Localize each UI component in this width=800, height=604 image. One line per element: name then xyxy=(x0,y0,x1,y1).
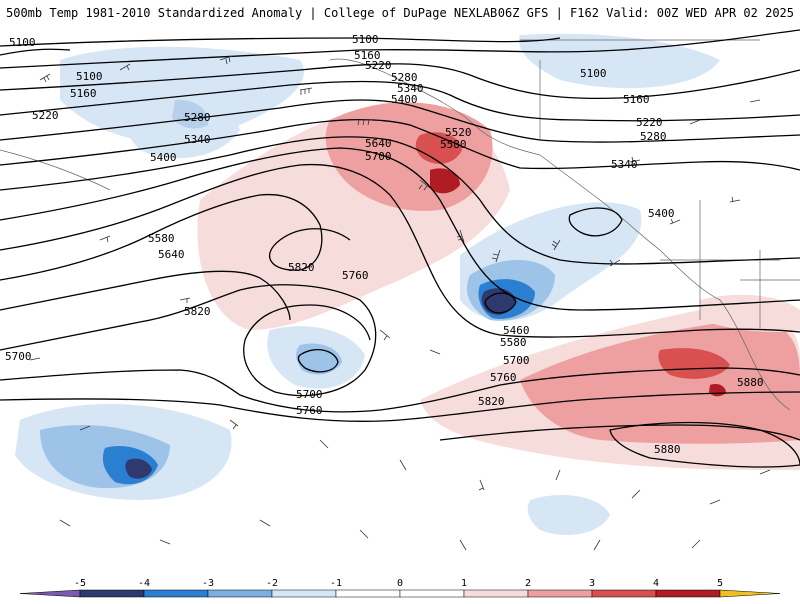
contour-label: 5760 xyxy=(342,269,369,282)
legend-tick-label: 5 xyxy=(717,578,723,589)
legend-tick-label: 3 xyxy=(589,578,595,589)
contour-label: 5640 xyxy=(158,248,185,261)
contour-label: 5400 xyxy=(391,93,418,106)
neg-anomaly-sw-pacific-core xyxy=(125,458,152,479)
map-title: 500mb Temp 1981-2010 Standardized Anomal… xyxy=(6,6,498,20)
legend-max-arrow xyxy=(719,589,781,598)
header: 500mb Temp 1981-2010 Standardized Anomal… xyxy=(0,0,800,26)
contour-label: 5820 xyxy=(288,261,315,274)
contour-label: 5160 xyxy=(623,93,650,106)
legend-tick-label: 0 xyxy=(397,578,403,589)
anomaly-legend: -5 -4 -3 -2 -1 0 1 2 3 4 5 xyxy=(0,575,800,600)
legend-color-segment xyxy=(527,589,593,598)
wind-barbs xyxy=(29,55,771,551)
contour-label: 5580 xyxy=(148,232,175,245)
contour-label: 5160 xyxy=(70,87,97,100)
contour-label: 5100 xyxy=(580,67,607,80)
legend-tick-label: -5 xyxy=(74,578,86,589)
pos-anomaly-southwest-us-high xyxy=(658,348,730,379)
contour-label: 5700 xyxy=(365,150,392,163)
weather-map: 5100 5100 5160 5220 5280 5340 5400 5580 … xyxy=(0,26,800,575)
legend-color-segment xyxy=(591,589,657,598)
contour-label: 5700 xyxy=(503,354,530,367)
legend-color-segment xyxy=(143,589,209,598)
legend-color-segment xyxy=(335,589,401,598)
legend-tick-label: -2 xyxy=(266,578,278,589)
contour-labels: 5100 5100 5160 5220 5280 5340 5400 5580 … xyxy=(5,33,764,456)
contour-label: 5640 xyxy=(365,137,392,150)
contour-label: 5700 xyxy=(296,388,323,401)
legend-tick-label: -4 xyxy=(138,578,150,589)
anomaly-shading xyxy=(15,33,800,535)
legend-tick-label: 2 xyxy=(525,578,531,589)
contour-label: 5820 xyxy=(478,395,505,408)
contour-label: 5580 xyxy=(440,138,467,151)
legend-color-segment xyxy=(271,589,337,598)
contour-label: 5100 xyxy=(352,33,379,46)
legend-color-segment xyxy=(207,589,273,598)
contour-label: 5340 xyxy=(184,133,211,146)
coastlines xyxy=(0,39,800,411)
legend-tick-label: 4 xyxy=(653,578,659,589)
legend-color-segment xyxy=(399,589,465,598)
contour-label: 5580 xyxy=(500,336,527,349)
contour-label: 5460 xyxy=(503,324,530,337)
model-run-info: 06Z GFS | F162 Valid: 00Z WED APR 02 202… xyxy=(497,6,794,20)
contour-label: 5520 xyxy=(445,126,472,139)
map-canvas: 5100 5100 5160 5220 5280 5340 5400 5580 … xyxy=(0,29,800,551)
contour-label: 5880 xyxy=(737,376,764,389)
contour-label: 5280 xyxy=(184,111,211,124)
neg-anomaly-top-right xyxy=(519,33,720,89)
contour-label: 5220 xyxy=(365,59,392,72)
legend-colorbar: -5 -4 -3 -2 -1 0 1 2 3 4 5 xyxy=(19,578,781,598)
contour-label: 5340 xyxy=(397,82,424,95)
legend-color-segment xyxy=(655,589,721,598)
legend-tick-label: -1 xyxy=(330,578,342,589)
contour-label: 5220 xyxy=(32,109,59,122)
legend-tick-label: -3 xyxy=(202,578,214,589)
neg-anomaly-gulf-alaska-core xyxy=(481,288,516,315)
contour-label: 5220 xyxy=(636,116,663,129)
pos-anomaly-southwest-us-mid xyxy=(520,320,800,444)
contour-label: 5880 xyxy=(654,443,681,456)
legend-color-segment xyxy=(79,589,145,598)
contour-label: 5400 xyxy=(150,151,177,164)
legend-min-arrow xyxy=(19,589,81,598)
contour-label: 5280 xyxy=(391,71,418,84)
contour-label: 5760 xyxy=(296,404,323,417)
contour-label: 5400 xyxy=(648,207,675,220)
contour-label: 5700 xyxy=(5,350,32,363)
contour-label: 5820 xyxy=(184,305,211,318)
legend-color-segment xyxy=(463,589,529,598)
contour-label: 5280 xyxy=(640,130,667,143)
contour-label: 5340 xyxy=(611,158,638,171)
neg-anomaly-south xyxy=(527,495,610,535)
height-contours xyxy=(0,29,800,468)
pos-anomaly-ridge-high xyxy=(415,132,462,164)
contour-label: 5100 xyxy=(76,70,103,83)
legend-tick-label: 1 xyxy=(461,578,467,589)
contour-label: 5160 xyxy=(354,49,381,62)
neg-anomaly-north-pacific-inner xyxy=(172,99,209,129)
contour-label: 5100 xyxy=(9,36,36,49)
pos-anomaly-ridge-core xyxy=(430,168,460,194)
contour-label: 5760 xyxy=(490,371,517,384)
